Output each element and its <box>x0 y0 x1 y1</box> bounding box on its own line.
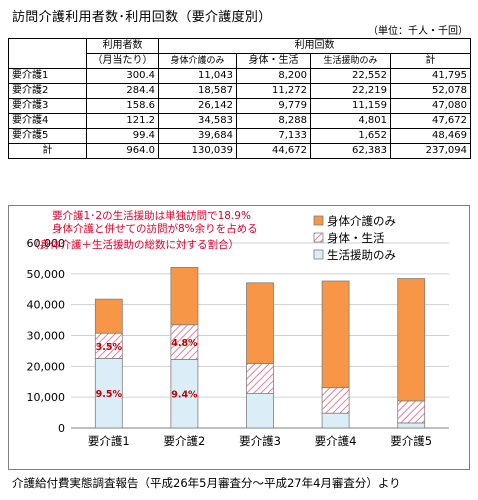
table-row: 要介護1 300.4 11,043 8,200 22,552 41,795 <box>8 68 471 84</box>
cell-users: 158.6 <box>86 98 159 114</box>
cell-living: 22,219 <box>310 83 391 99</box>
chart-annotation: （身体介護＋生活援助の総数に対する割合） <box>29 238 239 251</box>
y-tick-label: 40,000 <box>27 299 66 312</box>
header-users: 利用者数 <box>86 38 159 54</box>
total-label: 計 <box>8 143 87 159</box>
cell-physical: 34,583 <box>158 113 237 129</box>
table-row: 要介護3 158.6 26,142 9,779 11,159 47,080 <box>8 98 471 114</box>
legend-swatch <box>313 215 324 226</box>
cell-total: 41,795 <box>390 68 471 84</box>
bar-value-label: 4.8% <box>171 338 198 349</box>
y-tick-label: 50,000 <box>27 268 66 281</box>
row-label: 要介護1 <box>8 68 87 84</box>
cell-living: 4,801 <box>310 113 391 129</box>
total-total: 237,094 <box>390 143 471 159</box>
bar-segment <box>321 387 350 414</box>
bar-segment <box>397 400 426 424</box>
bar-segment <box>246 282 274 364</box>
y-tick-label: 20,000 <box>27 360 66 373</box>
row-label: 要介護2 <box>8 83 87 99</box>
bar-value-label: 9.4% <box>171 390 198 401</box>
table-header-row: 利用者数 利用回数 <box>8 38 471 69</box>
bar-segment <box>94 358 123 429</box>
cell-living: 22,552 <box>310 68 391 84</box>
cell-mixed: 8,200 <box>236 68 311 84</box>
total-users: 964.0 <box>86 143 159 159</box>
bar-value-label: 9.5% <box>96 389 123 400</box>
cell-mixed: 11,272 <box>236 83 311 99</box>
cell-living: 1,652 <box>310 128 391 144</box>
cell-mixed: 9,779 <box>236 98 311 114</box>
cell-mixed: 8,288 <box>236 113 311 129</box>
bar-segment <box>170 324 199 360</box>
table-row: 要介護5 99.4 39,684 7,133 1,652 48,469 <box>8 128 471 144</box>
x-tick-label: 要介護4 <box>315 434 357 448</box>
bar-segment <box>321 412 350 429</box>
cell-total: 47,080 <box>390 98 471 114</box>
cell-users: 300.4 <box>86 68 159 84</box>
cell-physical: 11,043 <box>158 68 237 84</box>
legend-label: 生活援助のみ <box>327 248 396 262</box>
unit-label: （単位：千人・千回） <box>368 26 468 37</box>
cell-users: 121.2 <box>86 113 159 129</box>
cell-physical: 18,587 <box>158 83 237 99</box>
table-row: 要介護2 284.4 18,587 11,272 22,219 52,078 <box>8 83 471 99</box>
bar-segment <box>246 393 274 429</box>
cell-total: 48,469 <box>390 128 471 144</box>
bar-value-label: 3.5% <box>96 342 123 353</box>
legend-label: 身体介護のみ <box>327 214 396 228</box>
total-physical: 130,039 <box>158 143 237 159</box>
cell-mixed: 7,133 <box>236 128 311 144</box>
cell-total: 52,078 <box>390 83 471 99</box>
cell-physical: 39,684 <box>158 128 237 144</box>
x-tick-label: 要介護3 <box>239 434 281 448</box>
y-tick-label: 30,000 <box>27 330 66 343</box>
chart-annotation: 要介護1･2の生活援助は単独訪問で18.9% <box>52 209 251 222</box>
x-tick-label: 要介護2 <box>163 434 205 448</box>
page-title: 訪問介護利用者数･利用回数（要介護度別） <box>12 10 272 25</box>
legend-swatch <box>313 249 324 260</box>
total-living: 62,383 <box>310 143 391 159</box>
subheader-physical: 身体介護のみ <box>158 53 237 69</box>
cell-users: 284.4 <box>86 83 159 99</box>
source-note: 介護給付費実態調査報告（平成26年5月審査分～平成27年4月審査分）より <box>12 476 401 490</box>
row-label: 要介護3 <box>8 98 87 114</box>
y-tick-label: 60,000 <box>27 237 66 250</box>
cell-total: 47,672 <box>390 113 471 129</box>
bar-segment <box>94 298 123 334</box>
table-row: 要介護4 121.2 34,583 8,288 4,801 47,672 <box>8 113 471 129</box>
header-visits: 利用回数 <box>158 38 471 54</box>
bar-segment <box>246 363 274 394</box>
bar-segment <box>321 280 350 389</box>
cell-living: 11,159 <box>310 98 391 114</box>
x-tick-label: 要介護1 <box>88 434 130 448</box>
usage-table: 利用者数 利用回数 （月当たり） 身体介護のみ 身体・生活 生活援助のみ 計 要… <box>8 38 471 159</box>
bar-segment <box>170 267 199 326</box>
bar-segment <box>397 278 426 402</box>
row-label: 要介護5 <box>8 128 87 144</box>
subheader-living: 生活援助のみ <box>310 53 391 69</box>
total-mixed: 44,672 <box>236 143 311 159</box>
cell-users: 99.4 <box>86 128 159 144</box>
x-tick-label: 要介護5 <box>390 434 432 448</box>
cell-physical: 26,142 <box>158 98 237 114</box>
legend-swatch <box>313 232 324 243</box>
subheader-mixed: 身体・生活 <box>236 53 311 69</box>
header-users-sub: （月当たり） <box>86 53 159 69</box>
chart-annotation: 身体介護と併せての訪問が8%余りを占める <box>52 222 258 235</box>
table-total-row: 計 964.0 130,039 44,672 62,383 237,094 <box>8 143 471 159</box>
stacked-bar-chart: 0 10,000 20,000 30,000 40,000 50,000 60,000 要介… <box>27 209 449 448</box>
table-corner-cell <box>8 38 87 69</box>
chart-frame: 0 10,000 20,000 30,000 40,000 50,000 60,000 要介… <box>8 205 470 470</box>
y-tick-label: 10,000 <box>27 391 66 404</box>
bar-segment <box>397 422 426 429</box>
y-tick-label: 0 <box>58 422 65 435</box>
row-label: 要介護4 <box>8 113 87 129</box>
table-subheader-row: （月当たり） 身体介護のみ 身体・生活 生活援助のみ 計 <box>9 53 471 69</box>
legend-label: 身体・生活 <box>327 231 385 245</box>
subheader-total: 計 <box>390 53 471 69</box>
